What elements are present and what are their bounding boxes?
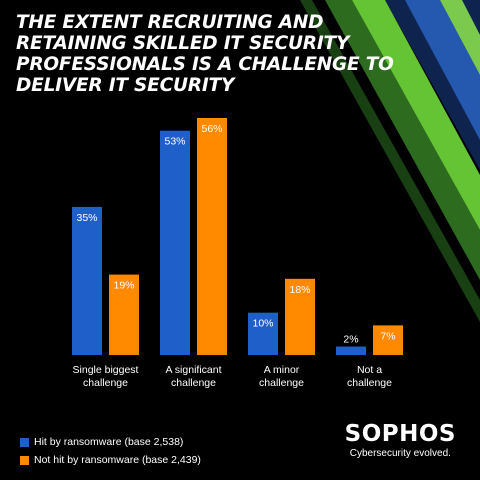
category-label-3: Not a challenge — [347, 364, 392, 389]
brand-block: SOPHOS Cybersecurity evolved. — [345, 421, 456, 461]
bar-not-hit-3 — [373, 325, 403, 355]
bar-not-hit-0 — [109, 274, 139, 355]
value-label-not-hit-0: 19% — [113, 280, 134, 292]
category-label-2: A minor challenge — [259, 364, 304, 389]
legend-swatch-not-hit — [20, 455, 29, 465]
bar-not-hit-1 — [197, 118, 227, 355]
chart-title: THE EXTENT RECRUITING AND RETAINING SKIL… — [16, 12, 394, 96]
value-label-hit-3: 2% — [343, 334, 358, 346]
value-label-hit-2: 10% — [252, 318, 273, 330]
value-label-not-hit-3: 7% — [380, 330, 395, 342]
sophos-logo: SOPHOS — [344, 421, 456, 447]
bar-hit-2 — [248, 312, 278, 355]
value-label-not-hit-2: 18% — [289, 284, 310, 296]
bar-hit-0 — [72, 206, 102, 355]
legend-item-not-hit: Not hit by ransomware (base 2,439) — [20, 451, 201, 469]
legend-item-hit: Hit by ransomware (base 2,538) — [20, 433, 201, 451]
value-labels-group: 35% 19% 53% 56% 10% 18% 2% 7% — [76, 123, 395, 346]
bar-hit-1 — [160, 130, 190, 355]
value-label-hit-0: 35% — [76, 212, 97, 224]
category-label-1: A significant challenge — [165, 364, 221, 389]
legend-label-hit: Hit by ransomware (base 2,538) — [34, 436, 184, 448]
bar-hit-3 — [336, 346, 366, 355]
brand-tagline: Cybersecurity evolved. — [349, 448, 451, 459]
legend-swatch-hit — [20, 437, 29, 447]
bar-not-hit-2 — [285, 278, 315, 355]
category-labels-group: Single biggest challenge A significant chal… — [73, 364, 393, 389]
category-label-0: Single biggest challenge — [73, 364, 139, 389]
legend-label-not-hit: Not hit by ransomware (base 2,439) — [34, 454, 201, 466]
legend: Hit by ransomware (base 2,538) Not hit b… — [20, 433, 201, 469]
bars-group — [72, 118, 403, 355]
value-label-hit-1: 53% — [164, 136, 185, 148]
value-label-not-hit-1: 56% — [201, 123, 222, 135]
